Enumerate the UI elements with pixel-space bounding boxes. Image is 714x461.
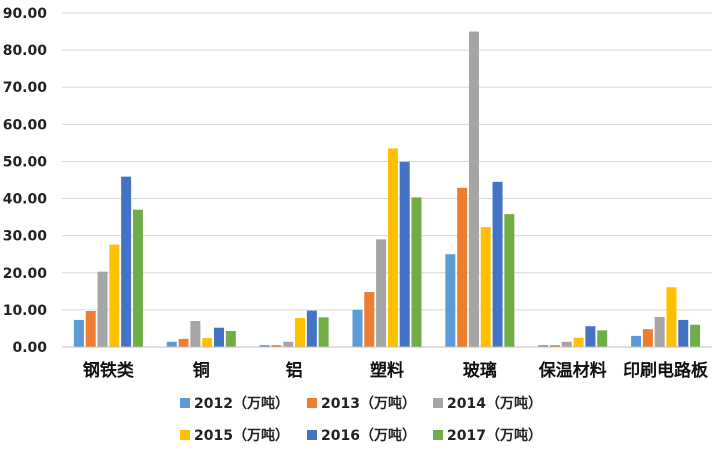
legend-label: 2015（万吨） xyxy=(194,427,289,444)
x-tick-label: 钢铁类 xyxy=(83,360,135,381)
x-tick-label: 玻璃 xyxy=(463,360,497,381)
bar xyxy=(585,326,596,347)
bar xyxy=(306,310,317,347)
legend-item: 2013（万吨） xyxy=(307,395,416,412)
y-tick-label: 90.00 xyxy=(3,6,48,22)
bar xyxy=(166,341,177,347)
y-tick-label: 30.00 xyxy=(3,229,48,245)
bar xyxy=(364,292,375,347)
legend-item: 2012（万吨） xyxy=(180,395,289,412)
bar xyxy=(678,319,689,347)
bar xyxy=(97,271,108,347)
bar xyxy=(445,254,456,347)
legend-label: 2017（万吨） xyxy=(447,427,542,444)
bar xyxy=(642,329,653,347)
bar xyxy=(352,309,363,347)
y-tick-label: 80.00 xyxy=(3,43,48,59)
bar xyxy=(376,239,387,347)
bar xyxy=(411,197,422,347)
y-tick-label: 40.00 xyxy=(3,192,48,208)
legend-swatch xyxy=(307,398,317,408)
bar xyxy=(132,209,143,347)
y-tick-label: 50.00 xyxy=(3,154,48,170)
bar xyxy=(202,338,213,347)
bar xyxy=(492,181,503,347)
x-tick-label: 铝 xyxy=(286,360,303,381)
x-tick-label: 塑料 xyxy=(370,360,404,381)
x-axis-tick-labels: 钢铁类 铜 铝 塑料 玻璃 保温材料 印刷电路板 xyxy=(83,360,709,381)
bar xyxy=(259,345,270,347)
legend-swatch xyxy=(433,430,443,440)
legend-label: 2013（万吨） xyxy=(321,395,416,412)
bar xyxy=(504,214,515,347)
y-tick-label: 10.00 xyxy=(3,303,48,319)
gridlines xyxy=(62,12,712,311)
legend-swatch xyxy=(180,398,190,408)
bar xyxy=(654,316,665,347)
x-tick-label: 保温材料 xyxy=(538,360,607,381)
x-tick-label: 铜 xyxy=(193,360,210,381)
bar xyxy=(213,327,224,347)
bar xyxy=(387,148,398,347)
bar xyxy=(550,345,561,347)
legend-swatch xyxy=(180,430,190,440)
y-tick-label: 70.00 xyxy=(3,80,48,96)
bar xyxy=(73,319,84,347)
bar xyxy=(121,176,132,347)
bar xyxy=(573,337,584,347)
legend-item: 2017（万吨） xyxy=(433,427,542,444)
bar xyxy=(399,161,410,347)
legend-item: 2016（万吨） xyxy=(307,427,416,444)
legend-item: 2014（万吨） xyxy=(433,395,542,412)
bar xyxy=(468,31,479,348)
legend-item: 2015（万吨） xyxy=(180,427,289,444)
bar xyxy=(225,331,236,347)
y-tick-label: 60.00 xyxy=(3,117,48,133)
bar xyxy=(457,187,468,347)
bar xyxy=(271,345,282,347)
bar xyxy=(690,324,701,347)
legend: 2012（万吨） 2013（万吨） 2014（万吨） 2015（万吨） 2016（万吨）… xyxy=(180,395,542,444)
bar xyxy=(561,341,572,347)
bar xyxy=(318,317,329,347)
bar xyxy=(178,338,189,347)
bar xyxy=(631,335,642,347)
legend-label: 2014（万吨） xyxy=(447,395,542,412)
bar xyxy=(538,345,549,347)
bar xyxy=(295,318,306,347)
legend-swatch xyxy=(307,430,317,440)
y-tick-label: 0.00 xyxy=(12,340,47,356)
y-axis-tick-labels: 0.00 10.00 20.00 30.00 40.00 50.00 60.00 70.00 8… xyxy=(3,6,48,356)
legend-swatch xyxy=(433,398,443,408)
bar xyxy=(666,287,677,347)
bar xyxy=(597,330,608,347)
bar xyxy=(109,244,120,347)
bar xyxy=(283,341,294,347)
x-tick-label: 印刷电路板 xyxy=(623,360,709,381)
bar xyxy=(480,227,491,347)
y-tick-label: 20.00 xyxy=(3,266,48,282)
bars xyxy=(73,31,701,348)
bar xyxy=(190,321,201,347)
legend-label: 2012（万吨） xyxy=(194,395,289,412)
legend-label: 2016（万吨） xyxy=(321,427,416,444)
bar xyxy=(85,311,96,347)
